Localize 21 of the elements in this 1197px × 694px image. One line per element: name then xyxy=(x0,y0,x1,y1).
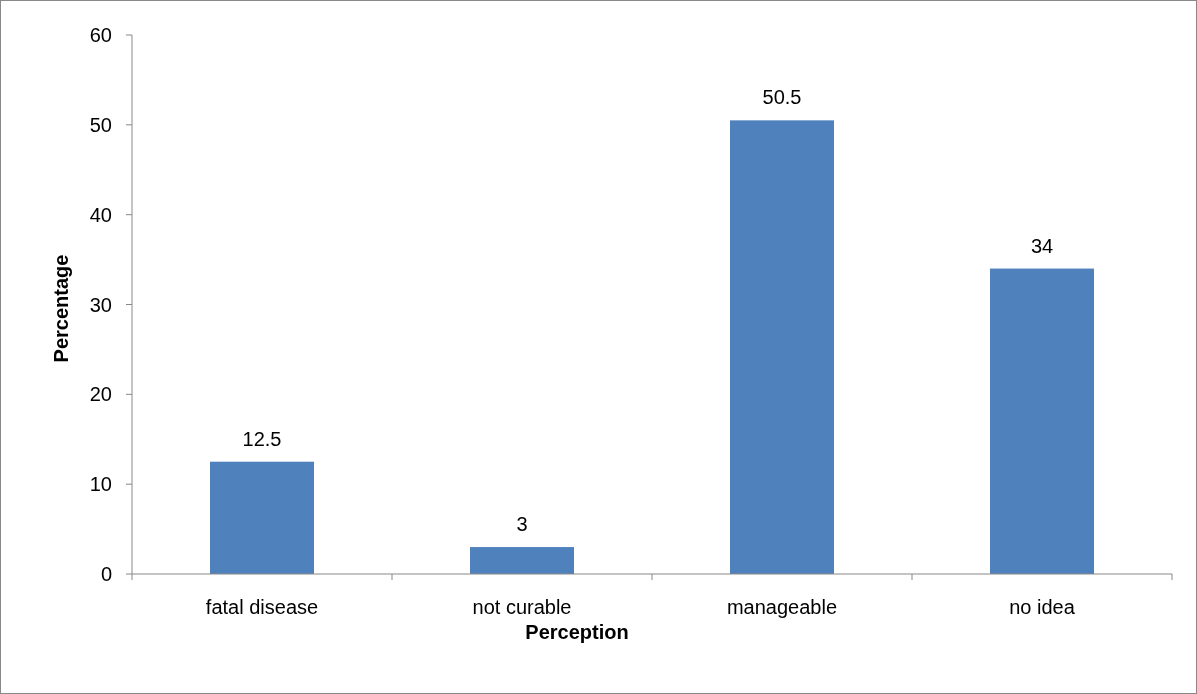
x-tick-label: not curable xyxy=(472,596,572,618)
x-tick-label: manageable xyxy=(726,596,838,618)
bar xyxy=(730,120,834,574)
y-tick-label: 50 xyxy=(89,113,112,136)
y-tick-label: 0 xyxy=(100,563,112,585)
bar xyxy=(210,461,314,574)
y-tick-label: 20 xyxy=(89,383,112,406)
bar xyxy=(990,268,1094,574)
x-tick-label: no idea xyxy=(1009,596,1076,618)
y-tick-label: 40 xyxy=(89,203,112,226)
data-label: 12.5 xyxy=(242,427,282,450)
data-label: 3 xyxy=(516,513,528,536)
x-axis-title: Perception xyxy=(525,621,629,643)
data-label: 34 xyxy=(1030,234,1054,257)
y-tick-label: 10 xyxy=(89,473,112,496)
x-tick-label: fatal disease xyxy=(205,596,319,618)
y-tick-label: 30 xyxy=(89,293,112,316)
bar xyxy=(470,547,574,574)
y-tick-label: 60 xyxy=(89,24,112,46)
y-axis-title: Percentage xyxy=(50,254,72,363)
data-label: 50.5 xyxy=(762,86,802,109)
